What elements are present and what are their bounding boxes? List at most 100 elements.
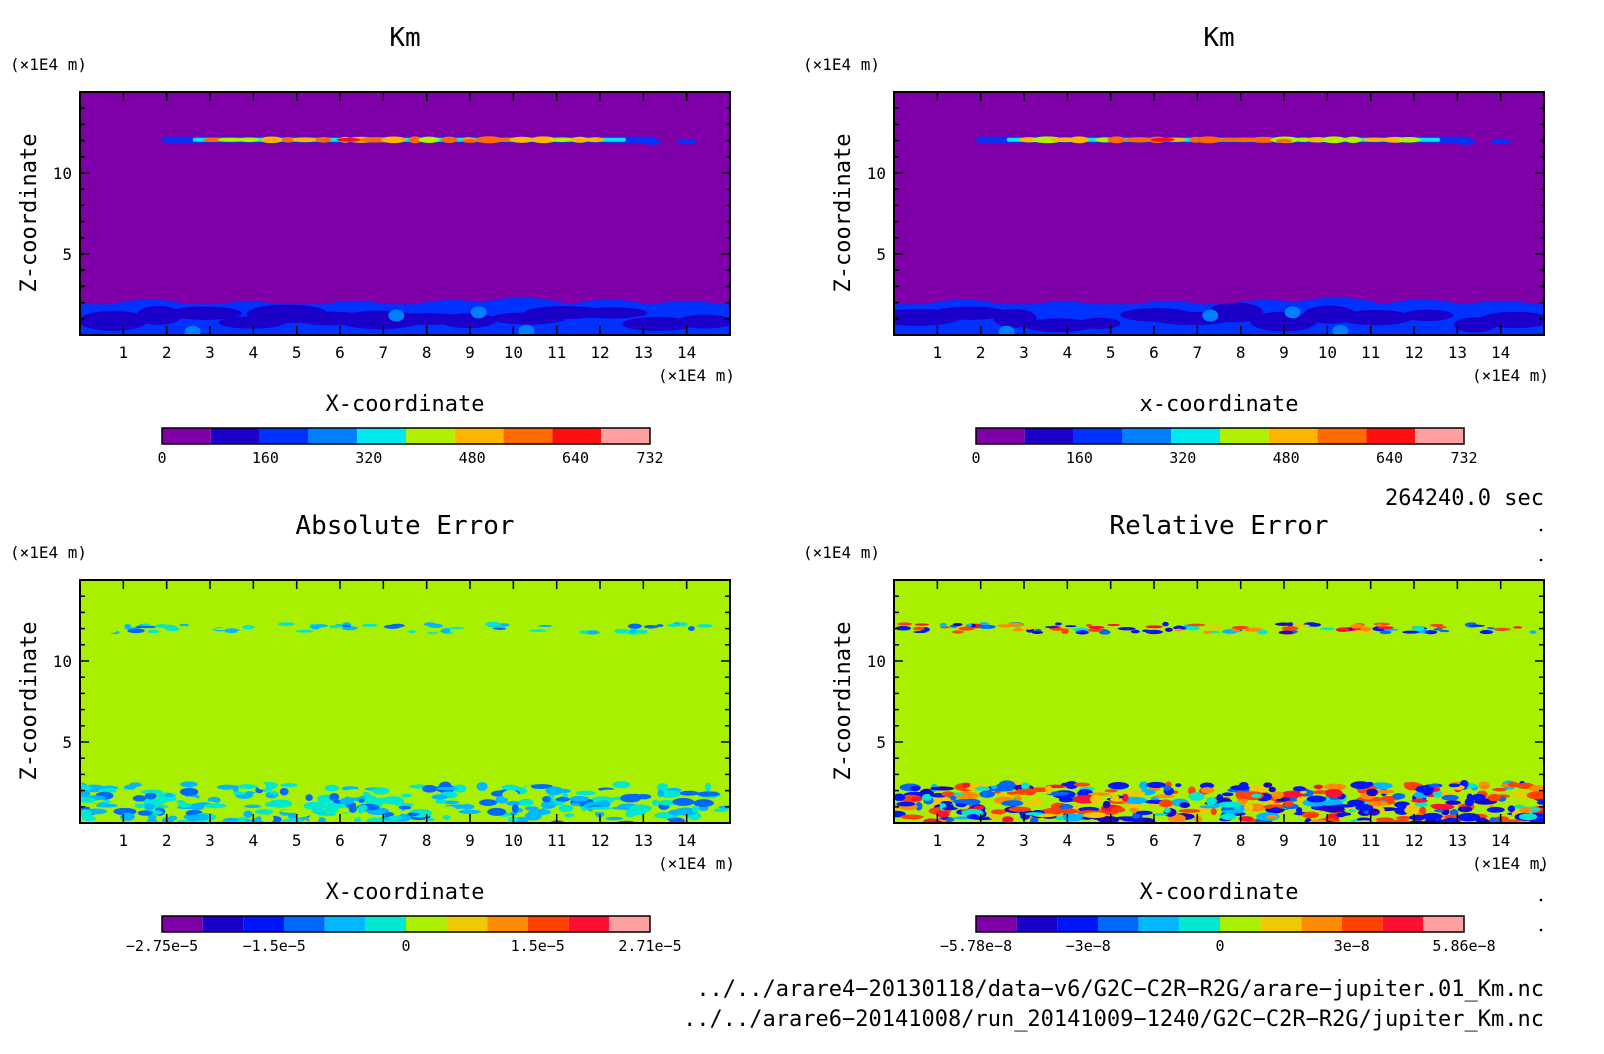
- eddy-cell: [1338, 310, 1413, 326]
- error-speckle: [1162, 621, 1169, 627]
- error-speckle: [967, 813, 980, 820]
- colorbar-tick-label: −5.78e−8: [940, 937, 1012, 955]
- error-speckle: [910, 796, 923, 802]
- error-speckle: [237, 784, 257, 790]
- error-speckle: [390, 623, 405, 628]
- error-speckle: [244, 804, 262, 809]
- upper-layer-peak: [1306, 137, 1329, 143]
- error-speckle: [224, 628, 240, 634]
- upper-layer-peak: [380, 136, 407, 144]
- error-speckle: [1139, 781, 1149, 790]
- error-speckle: [1014, 788, 1030, 795]
- error-speckle: [287, 811, 297, 820]
- error-speckle: [1287, 622, 1294, 627]
- error-speckle: [564, 813, 575, 818]
- error-speckle: [1245, 627, 1263, 630]
- error-speckle: [137, 810, 153, 816]
- error-speckle: [1098, 629, 1111, 635]
- y-tick-label: 10: [53, 164, 72, 183]
- error-speckle: [629, 804, 652, 813]
- error-speckle: [636, 629, 648, 634]
- x-tick-label: 8: [1236, 343, 1246, 362]
- upper-layer-fragment: [1490, 138, 1511, 144]
- error-speckle: [1154, 794, 1175, 799]
- marker-dot: [1539, 928, 1543, 932]
- colorbar-swatch: [1342, 916, 1383, 932]
- error-speckle: [973, 805, 985, 810]
- error-speckle: [1347, 799, 1365, 807]
- error-speckle: [1059, 804, 1074, 810]
- error-speckle: [1142, 629, 1151, 633]
- eddy-cell: [1078, 317, 1121, 329]
- colorbar-swatch: [1073, 428, 1123, 444]
- error-speckle: [1207, 624, 1222, 629]
- error-speckle: [1111, 795, 1120, 800]
- error-speckle: [1493, 627, 1511, 631]
- colorbar-swatch: [406, 916, 447, 932]
- error-speckle: [341, 624, 352, 628]
- upper-layer-peak: [292, 137, 318, 143]
- upper-layer-peak: [1276, 138, 1292, 143]
- error-speckle: [366, 817, 388, 823]
- colorbar-swatch: [976, 916, 1017, 932]
- error-speckle: [961, 782, 971, 788]
- colorbar-swatch: [308, 428, 358, 444]
- error-speckle: [1111, 806, 1126, 813]
- error-speckle: [672, 797, 695, 806]
- error-speckle: [441, 806, 457, 815]
- x-tick-label: 7: [1193, 343, 1203, 362]
- error-speckle: [238, 788, 248, 793]
- colorbar-tick-label: 640: [562, 449, 589, 467]
- error-speckle: [1519, 806, 1532, 814]
- colorbar-tick-label: 5.86e−8: [1432, 937, 1495, 955]
- field-background: [80, 580, 730, 823]
- error-speckle: [147, 629, 160, 634]
- panel-title: Km: [389, 23, 420, 53]
- error-speckle: [696, 624, 713, 628]
- error-speckle: [1529, 630, 1537, 634]
- error-speckle: [909, 785, 921, 792]
- error-speckle: [614, 628, 630, 634]
- x-tick-label: 13: [634, 831, 653, 850]
- error-speckle: [1366, 781, 1374, 787]
- error-speckle: [1335, 627, 1350, 632]
- error-speckle: [341, 626, 358, 631]
- colorbar-tick-label: 0: [971, 449, 980, 467]
- x-axis-label: X-coordinate: [326, 880, 485, 905]
- error-speckle: [80, 784, 92, 791]
- error-speckle: [1243, 803, 1254, 812]
- upper-layer-peak: [1125, 137, 1154, 143]
- error-speckle: [667, 623, 680, 627]
- colorbar-tick-label: 480: [1273, 449, 1300, 467]
- error-speckle: [1469, 624, 1486, 627]
- y-tick-label: 10: [867, 164, 886, 183]
- error-speckle: [1218, 801, 1242, 808]
- error-speckle: [542, 796, 551, 803]
- error-speckle: [1088, 625, 1105, 630]
- error-speckle: [80, 809, 92, 818]
- colorbar-swatch: [976, 428, 1025, 444]
- error-speckle: [338, 813, 361, 819]
- error-speckle: [423, 622, 436, 627]
- error-speckle: [401, 793, 413, 798]
- error-speckle: [1536, 800, 1544, 805]
- colorbar-swatch: [1382, 916, 1424, 932]
- error-speckle: [591, 809, 610, 813]
- error-speckle: [1507, 782, 1520, 788]
- error-speckle: [1442, 817, 1460, 823]
- colorbar-tick-label: 1.5e−5: [511, 937, 565, 955]
- error-speckle: [1145, 625, 1163, 629]
- x-tick-label: 5: [292, 831, 302, 850]
- panel-title: Km: [1203, 23, 1234, 53]
- eddy-cell: [1479, 311, 1544, 329]
- error-speckle: [281, 818, 305, 823]
- upper-layer-peak: [509, 136, 535, 143]
- x-tick-label: 1: [933, 831, 943, 850]
- colorbar-frame: [161, 427, 651, 445]
- error-speckle: [952, 622, 963, 627]
- error-speckle: [1179, 802, 1191, 809]
- error-speckle: [179, 623, 190, 627]
- error-speckle: [657, 789, 664, 798]
